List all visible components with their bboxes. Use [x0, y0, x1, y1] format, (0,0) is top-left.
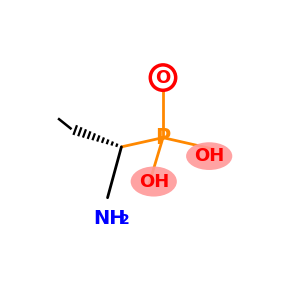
Circle shape: [150, 65, 176, 90]
Text: 2: 2: [120, 213, 130, 227]
Text: OH: OH: [139, 172, 169, 190]
Text: OH: OH: [194, 147, 224, 165]
Text: NH: NH: [94, 209, 126, 228]
Ellipse shape: [130, 167, 177, 197]
Text: P: P: [155, 128, 171, 148]
Ellipse shape: [186, 142, 232, 170]
Text: O: O: [155, 69, 171, 87]
